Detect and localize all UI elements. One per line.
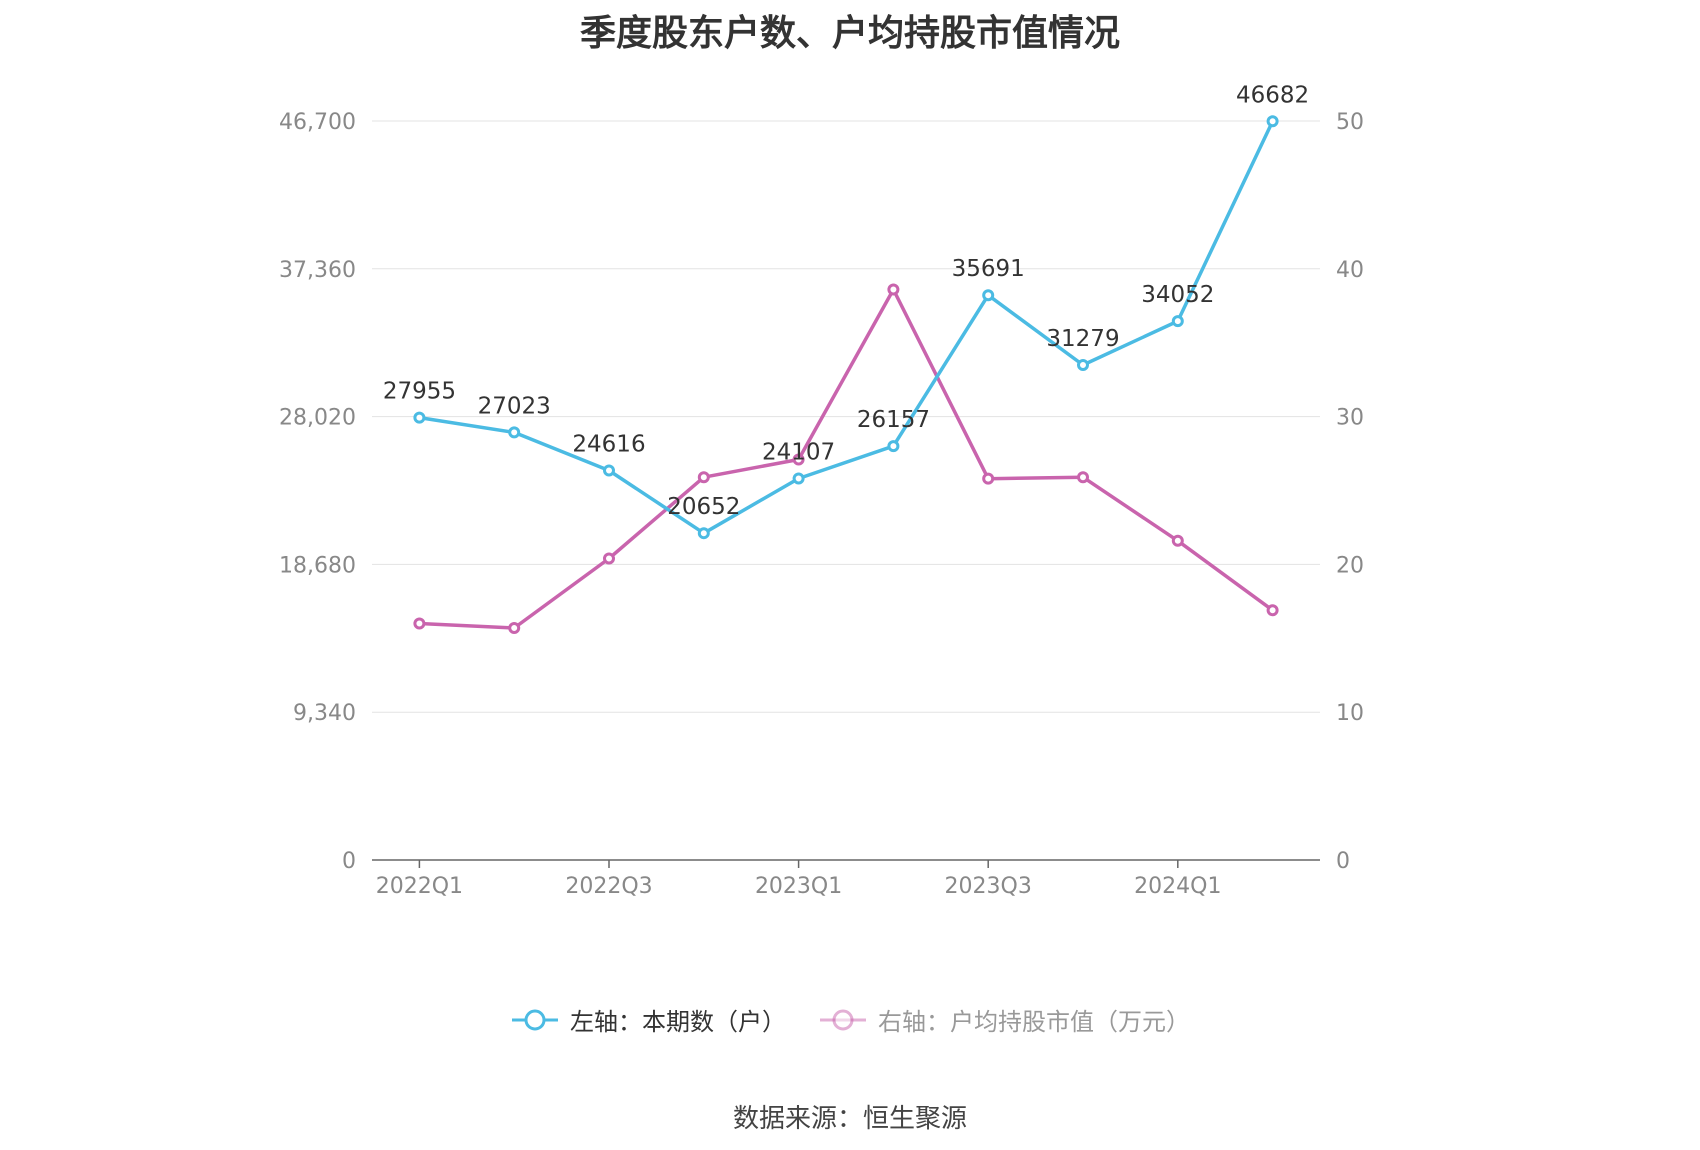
legend-label: 左轴：本期数（户） bbox=[570, 1008, 786, 1036]
data-point bbox=[982, 289, 995, 302]
data-label: 27023 bbox=[478, 393, 551, 419]
left-axis-tick-label: 28,020 bbox=[279, 406, 356, 431]
left-axis-tick-label: 0 bbox=[342, 849, 356, 874]
data-source: 数据来源：恒生聚源 bbox=[732, 1104, 967, 1134]
data-point bbox=[887, 440, 900, 453]
data-label: 34052 bbox=[1141, 282, 1214, 308]
legend-line-circle-icon bbox=[512, 1009, 558, 1030]
x-axis-tick-label: 2022Q3 bbox=[565, 874, 652, 899]
data-point bbox=[697, 527, 710, 540]
data-label: 20652 bbox=[667, 494, 740, 520]
data-point bbox=[413, 411, 426, 424]
data-point bbox=[603, 552, 615, 565]
data-point bbox=[1266, 115, 1279, 128]
grid-lines bbox=[372, 120, 1320, 713]
right-axis-tick-label: 0 bbox=[1336, 849, 1350, 874]
data-point bbox=[413, 617, 426, 630]
data-point bbox=[603, 464, 615, 477]
data-point bbox=[1266, 604, 1279, 617]
legend-item-avg-holding-value[interactable]: 右轴：户均持股市值（万元） bbox=[818, 1002, 1190, 1037]
data-point bbox=[792, 453, 805, 466]
data-point bbox=[792, 472, 805, 485]
x-axis-tick-label: 2023Q3 bbox=[945, 874, 1032, 899]
legend-item-household-count[interactable]: 左轴：本期数（户） bbox=[510, 1002, 786, 1037]
data-point bbox=[1077, 471, 1089, 484]
data-label: 26157 bbox=[857, 407, 930, 433]
data-label: 24616 bbox=[572, 431, 645, 457]
data-point bbox=[887, 283, 900, 296]
right-axis-tick-label: 50 bbox=[1336, 110, 1364, 135]
data-label: 35691 bbox=[952, 256, 1025, 282]
series-lines bbox=[413, 115, 1279, 634]
data-label: 46682 bbox=[1236, 82, 1309, 108]
left-axis-tick-label: 37,360 bbox=[279, 258, 356, 283]
series-line bbox=[419, 287, 1274, 630]
data-point bbox=[1077, 359, 1089, 372]
legend-label: 右轴：户均持股市值（万元） bbox=[878, 1008, 1190, 1036]
left-axis-tick-label: 18,680 bbox=[279, 553, 356, 578]
data-labels: 27955 27023 24616 20652 24107 26157 35691 31279… bbox=[383, 82, 1309, 520]
chart-title: 季度股东户数、户均持股市值情况 bbox=[579, 13, 1120, 54]
data-label: 31279 bbox=[1046, 326, 1119, 352]
data-point bbox=[982, 472, 995, 485]
data-point bbox=[508, 426, 521, 439]
data-point bbox=[1171, 534, 1184, 547]
left-axis-tick-label: 46,700 bbox=[279, 110, 356, 135]
right-axis-tick-label: 20 bbox=[1336, 553, 1364, 578]
data-point bbox=[508, 621, 521, 634]
x-axis-tick-label: 2022Q1 bbox=[376, 874, 463, 899]
data-point bbox=[1171, 315, 1184, 328]
data-point bbox=[697, 471, 710, 484]
right-axis-tick-label: 40 bbox=[1336, 258, 1364, 283]
axes: 0 9,340 18,680 28,020 37,360 46,700 0 10 20 30 40 5… bbox=[279, 110, 1364, 899]
legend-line-circle-icon bbox=[820, 1009, 866, 1030]
right-axis-tick-label: 10 bbox=[1336, 701, 1364, 726]
right-axis-tick-label: 30 bbox=[1336, 406, 1364, 431]
series-line bbox=[419, 120, 1275, 535]
data-label: 27955 bbox=[383, 379, 456, 405]
left-axis-tick-label: 9,340 bbox=[293, 701, 356, 726]
legend: 左轴：本期数（户） 右轴：户均持股市值（万元） bbox=[0, 1002, 1700, 1037]
x-axis-tick-label: 2024Q1 bbox=[1134, 874, 1221, 899]
data-label: 24107 bbox=[762, 440, 835, 466]
x-axis-tick-label: 2023Q1 bbox=[755, 874, 842, 899]
